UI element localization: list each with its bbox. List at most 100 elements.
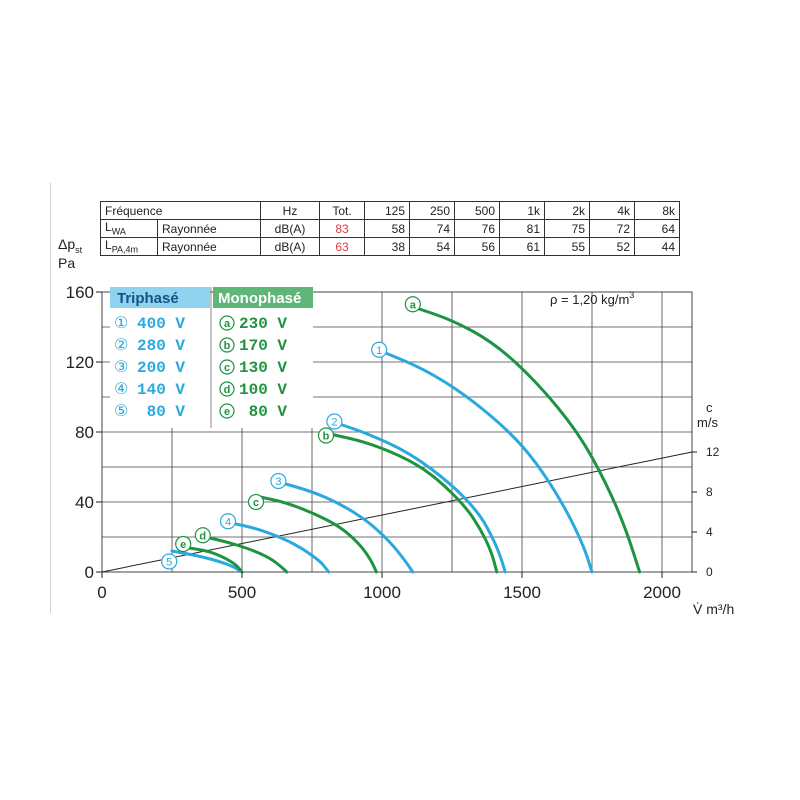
series-marker-circle <box>270 472 287 490</box>
legend-monophase-mark-circle <box>219 403 235 419</box>
series-marker-label: 1 <box>376 345 382 357</box>
y-tick-label: 120 <box>66 353 94 372</box>
series-marker-label: e <box>180 539 186 551</box>
x-tick-label: 0 <box>97 583 106 602</box>
series-marker-circle <box>219 513 237 530</box>
velocity-line-group <box>101 451 693 573</box>
y-tick-label: 160 <box>66 283 94 302</box>
legend-triphase-mark: ③ <box>114 357 128 376</box>
row-type-lwa: Rayonnée <box>157 219 261 238</box>
row-type-lpa: Rayonnée <box>157 237 261 256</box>
legend-triphase-label: 200 V <box>137 359 185 377</box>
legend-triphase-mark: ② <box>114 335 128 354</box>
legend-triphase-mark: ① <box>114 313 128 332</box>
series-marker-circle <box>161 553 178 570</box>
legend-monophase-title: Monophasé <box>218 290 301 307</box>
c-tick-label: 8 <box>706 485 713 499</box>
row-label-lpa: LPA,4m <box>100 237 158 256</box>
sound-power-table: Fréquence Hz Tot. 125 250 500 1k 2k 4k 8… <box>100 201 680 256</box>
series-marker-circle <box>194 527 211 544</box>
series-marker-label: 3 <box>275 476 281 488</box>
series-marker-label: 2 <box>331 417 337 429</box>
legend-monophase-mark-circle <box>219 381 235 397</box>
cell-lpa-8k: 44 <box>634 237 680 256</box>
series-curve-triphase <box>279 481 415 574</box>
x-axis-label: V̇ m³/h <box>693 601 734 617</box>
y-tick-label: 80 <box>75 423 94 442</box>
legend-monophase-label: 80 V <box>249 403 288 421</box>
x-tick-label: 2000 <box>643 583 681 602</box>
cell-lpa-1k: 61 <box>499 237 545 256</box>
legend-monophase-mark: a <box>224 318 231 330</box>
series-curve-monophase <box>204 535 289 574</box>
sound-table-row-lwa: LWA Rayonnée dB(A) 83 58 74 76 81 75 72 … <box>100 219 680 238</box>
legend-monophase-label: 130 V <box>239 359 287 377</box>
density-note-text: ρ = 1,20 kg/m <box>550 292 629 307</box>
legend-triphase-mark: ④ <box>114 379 128 398</box>
legend-triphase-label: 280 V <box>137 337 185 355</box>
series-curve-monophase <box>414 306 642 574</box>
header-hz: Hz <box>260 201 320 220</box>
page-margin-line <box>50 183 51 613</box>
legend-monophase-mark: d <box>224 384 231 396</box>
c-tick-label: 0 <box>706 565 713 579</box>
series-marker-circle <box>175 535 192 553</box>
y-tick-label: 40 <box>75 493 94 512</box>
header-500: 500 <box>454 201 500 220</box>
legend-monophase-mark: b <box>224 340 231 352</box>
series-curve-monophase <box>184 546 244 574</box>
series-marker-label: d <box>199 530 206 542</box>
legend-triphase-label: 80 V <box>147 403 186 421</box>
velocity-line <box>101 451 693 573</box>
legend-triphase-label: 400 V <box>137 315 185 333</box>
legend-triphase-title: Triphasé <box>117 290 179 307</box>
sound-table-header-row: Fréquence Hz Tot. 125 250 500 1k 2k 4k 8… <box>100 201 680 220</box>
c-axis-label-c: c <box>706 400 713 415</box>
density-note-sup: 3 <box>629 290 634 300</box>
legend-monophase-header-bg <box>213 287 313 308</box>
header-frequence: Fréquence <box>100 201 261 220</box>
x-tick-label: 500 <box>228 583 256 602</box>
series-marker-circle <box>247 493 265 511</box>
sound-table-row-lpa: LPA,4m Rayonnée dB(A) 63 38 54 56 61 55 … <box>100 237 680 256</box>
series-marker-label: a <box>410 299 417 311</box>
legend: Triphasé Monophasé ① 400 V ② 280 V ③ 200 V ④ 140 … <box>110 287 313 428</box>
series-curve-triphase <box>380 350 594 574</box>
cell-lpa-250: 54 <box>409 237 455 256</box>
series-curve-triphase <box>229 521 331 574</box>
series-curve-triphase <box>170 549 244 574</box>
series-marker-label: 4 <box>225 516 231 528</box>
header-250: 250 <box>409 201 455 220</box>
cell-lpa-500: 56 <box>454 237 500 256</box>
cell-lwa-8k: 64 <box>634 219 680 238</box>
row-tot-lpa: 63 <box>319 237 365 256</box>
c-axis-label-unit: m/s <box>697 415 718 430</box>
legend-monophase-mark-circle <box>219 315 235 331</box>
c-tick-label: 12 <box>706 445 720 459</box>
series-marker-circle <box>404 296 421 313</box>
row-unit-lpa: dB(A) <box>260 237 320 256</box>
series-marker-label: 5 <box>166 557 172 569</box>
series-curve-monophase <box>257 495 378 574</box>
x-tick-label: 1000 <box>363 583 401 602</box>
legend-triphase-mark: ⑤ <box>114 401 128 420</box>
y-axis-label: Δpst Pa <box>58 236 83 271</box>
y-tick-label: 0 <box>85 563 94 582</box>
series-marker-circle <box>317 427 335 444</box>
series-marker-label: c <box>253 497 259 509</box>
legend-monophase-label: 230 V <box>239 315 287 333</box>
series-marker-label: b <box>323 431 330 443</box>
cell-lwa-500: 76 <box>454 219 500 238</box>
series-marker-circle <box>371 341 388 358</box>
x-tick-label: 1500 <box>503 583 541 602</box>
legend-monophase-mark: e <box>224 406 230 418</box>
legend-monophase-mark: c <box>224 362 230 374</box>
legend-triphase-header-bg <box>110 287 210 308</box>
series-curve-triphase <box>335 421 507 574</box>
legend-monophase-mark-circle <box>219 359 235 375</box>
legend-monophase-label: 100 V <box>239 381 287 399</box>
header-125: 125 <box>364 201 410 220</box>
